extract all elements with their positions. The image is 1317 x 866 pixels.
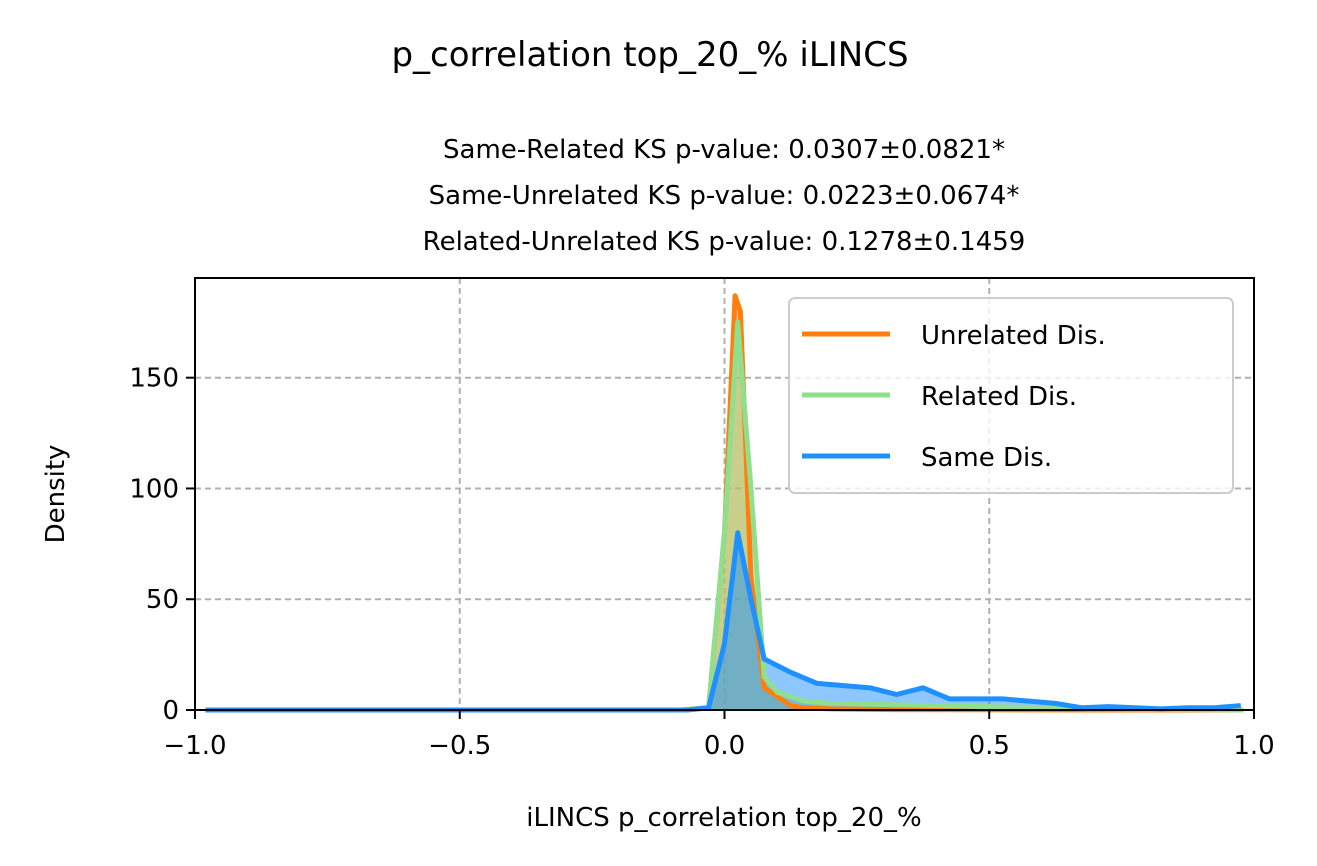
x-tick-label-0: −1.0	[163, 731, 226, 761]
chart-title: p_correlation top_20_% iLINCS	[391, 35, 908, 75]
legend: Unrelated Dis. Related Dis. Same Dis.	[788, 297, 1234, 494]
axis-ticks: −1.0 −0.5 0.0 0.5 1.0 0 50 100 150	[129, 364, 1274, 761]
x-tick-label-1: −0.5	[428, 731, 491, 761]
y-tick-label-3: 150	[129, 364, 179, 394]
x-axis-label: iLINCS p_correlation top_20_%	[526, 803, 921, 833]
x-tick-label-4: 1.0	[1233, 731, 1274, 761]
y-tick-label-1: 50	[146, 585, 179, 615]
y-axis-label: Density	[41, 445, 71, 544]
x-tick-label-2: 0.0	[704, 731, 745, 761]
y-tick-label-0: 0	[162, 696, 179, 726]
legend-label-0: Unrelated Dis.	[921, 321, 1106, 351]
legend-box	[788, 297, 1234, 494]
legend-label-1: Related Dis.	[921, 382, 1077, 412]
series-fill-2	[205, 532, 1241, 710]
x-tick-label-3: 0.5	[969, 731, 1010, 761]
y-tick-label-2: 100	[129, 474, 179, 504]
legend-label-2: Same Dis.	[921, 443, 1052, 473]
series-line-2	[205, 530, 1241, 713]
subtitle-line-1: Same-Related KS p-value: 0.0307±0.0821*	[443, 135, 1005, 165]
subtitle-line-3: Related-Unrelated KS p-value: 0.1278±0.1…	[423, 227, 1026, 257]
subtitle-line-2: Same-Unrelated KS p-value: 0.0223±0.0674…	[429, 181, 1020, 211]
